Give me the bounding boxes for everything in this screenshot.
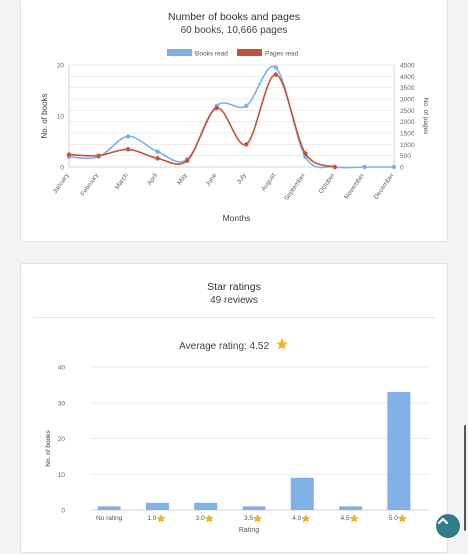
series-line [68, 65, 394, 169]
x-tick-label: April [146, 172, 160, 187]
x-tick-label: November [343, 171, 366, 200]
legend-swatch [167, 49, 192, 56]
x-tick-label: February [80, 172, 101, 198]
x-tick-label: 3.5 [244, 515, 253, 522]
bar [242, 506, 266, 510]
data-point [155, 156, 160, 161]
x-tick-label: 3.0 [196, 515, 205, 522]
bar [194, 502, 218, 510]
y2-axis-title: No. of pages [422, 98, 429, 136]
x-axis-title: Months [223, 213, 251, 223]
chevron-up-icon [437, 517, 449, 525]
chart-summary: 60 books, 10,666 pages [21, 25, 447, 36]
y2-tick-label: 0 [400, 165, 404, 172]
reviews-count: 49 reviews [210, 295, 258, 306]
x-tick-label: March [114, 172, 130, 191]
data-point [125, 134, 131, 139]
data-point [391, 164, 397, 170]
data-point [125, 147, 131, 152]
bar [339, 506, 363, 510]
y2-tick-label: 3000 [400, 97, 415, 104]
summary-separator: , [221, 25, 227, 36]
chart-title: Number of books and pages [168, 11, 300, 23]
average-rating-label: Average rating: 4.52 [179, 341, 270, 352]
y-tick-label: 10 [58, 472, 66, 479]
star-ratings-card: Star ratings 49 reviews Average rating: … [20, 263, 448, 553]
data-point [244, 103, 249, 109]
x-tick-label: 5.0 [389, 515, 398, 522]
x-tick-label: June [205, 172, 219, 188]
y-tick-label: 0 [61, 508, 65, 515]
data-point [214, 105, 219, 111]
x-tick-label: January [52, 172, 71, 196]
books-pages-card: Number of books and pages 60 books, 10,6… [20, 0, 448, 242]
data-point [273, 72, 279, 77]
bar [387, 392, 411, 510]
small-star-icon [156, 514, 166, 523]
y2-tick-label: 4500 [400, 63, 415, 70]
data-point [155, 149, 160, 154]
x-tick-label: 1.0 [147, 515, 156, 522]
average-rating: Average rating: 4.52 [21, 337, 447, 352]
x-tick-label: May [176, 172, 189, 187]
y2-tick-label: 1500 [400, 131, 415, 138]
bar [145, 502, 169, 510]
x-tick-label: 4.0 [292, 515, 301, 522]
books-pages-line-chart: 0 500 1000 1500 2000 2500 3000 3500 4000 4500 0 10 2… [40, 49, 429, 223]
y2-tick-label: 2500 [400, 108, 415, 115]
data-point [273, 65, 279, 70]
y-tick-label: 40 [58, 365, 66, 372]
scrollbar[interactable] [464, 425, 466, 531]
data-point [96, 153, 101, 158]
y2-tick-label: 3500 [400, 85, 415, 92]
x-tick-label: July [236, 172, 249, 186]
x-axis-title: Rating [239, 527, 259, 534]
x-tick-label: September [283, 171, 307, 202]
data-point [303, 151, 308, 156]
legend-swatch [237, 49, 262, 56]
data-point [66, 152, 72, 157]
small-star-icon [301, 514, 311, 523]
y-tick-label: 20 [57, 63, 65, 70]
star-ratings-bar-chart: 0 10 20 30 40 No. of books Rating No rating 1.0 3… [45, 365, 429, 534]
divider [33, 317, 435, 318]
star-icon [275, 338, 288, 350]
data-point [362, 164, 367, 170]
small-star-icon [349, 514, 359, 523]
books-count: 60 books [180, 25, 222, 36]
y2-tick-label: 2000 [400, 119, 415, 126]
y2-tick-label: 4000 [400, 74, 415, 81]
small-star-icon [252, 514, 263, 523]
y-tick-label: 20 [58, 436, 66, 443]
y-tick-label: 10 [57, 114, 65, 121]
y2-tick-label: 500 [400, 153, 411, 160]
y2-tick-label: 1000 [400, 142, 415, 149]
data-point [332, 164, 338, 170]
bar [290, 477, 314, 510]
legend-label: Pages read [265, 51, 299, 58]
y-tick-label: 0 [60, 165, 64, 172]
data-point [184, 158, 190, 163]
series-line [68, 73, 336, 168]
ratings-title: Star ratings [207, 281, 261, 293]
data-point [244, 142, 249, 147]
y-axis-title: No. of books [40, 94, 49, 139]
legend-label: Books read [195, 51, 228, 58]
pages-count: 10,666 pages [226, 25, 288, 36]
x-tick-label: 4.5 [341, 515, 350, 522]
x-tick-label: December [373, 171, 396, 200]
scroll-to-top-button[interactable] [436, 514, 460, 538]
y-tick-label: 30 [58, 400, 66, 407]
small-star-icon [204, 514, 214, 523]
x-tick-label: October [318, 171, 337, 195]
x-tick-label: No rating [96, 515, 123, 522]
bar [97, 506, 121, 510]
small-star-icon [397, 514, 407, 523]
y-axis-title: No. of books [45, 430, 52, 467]
x-tick-label: August [260, 172, 277, 193]
